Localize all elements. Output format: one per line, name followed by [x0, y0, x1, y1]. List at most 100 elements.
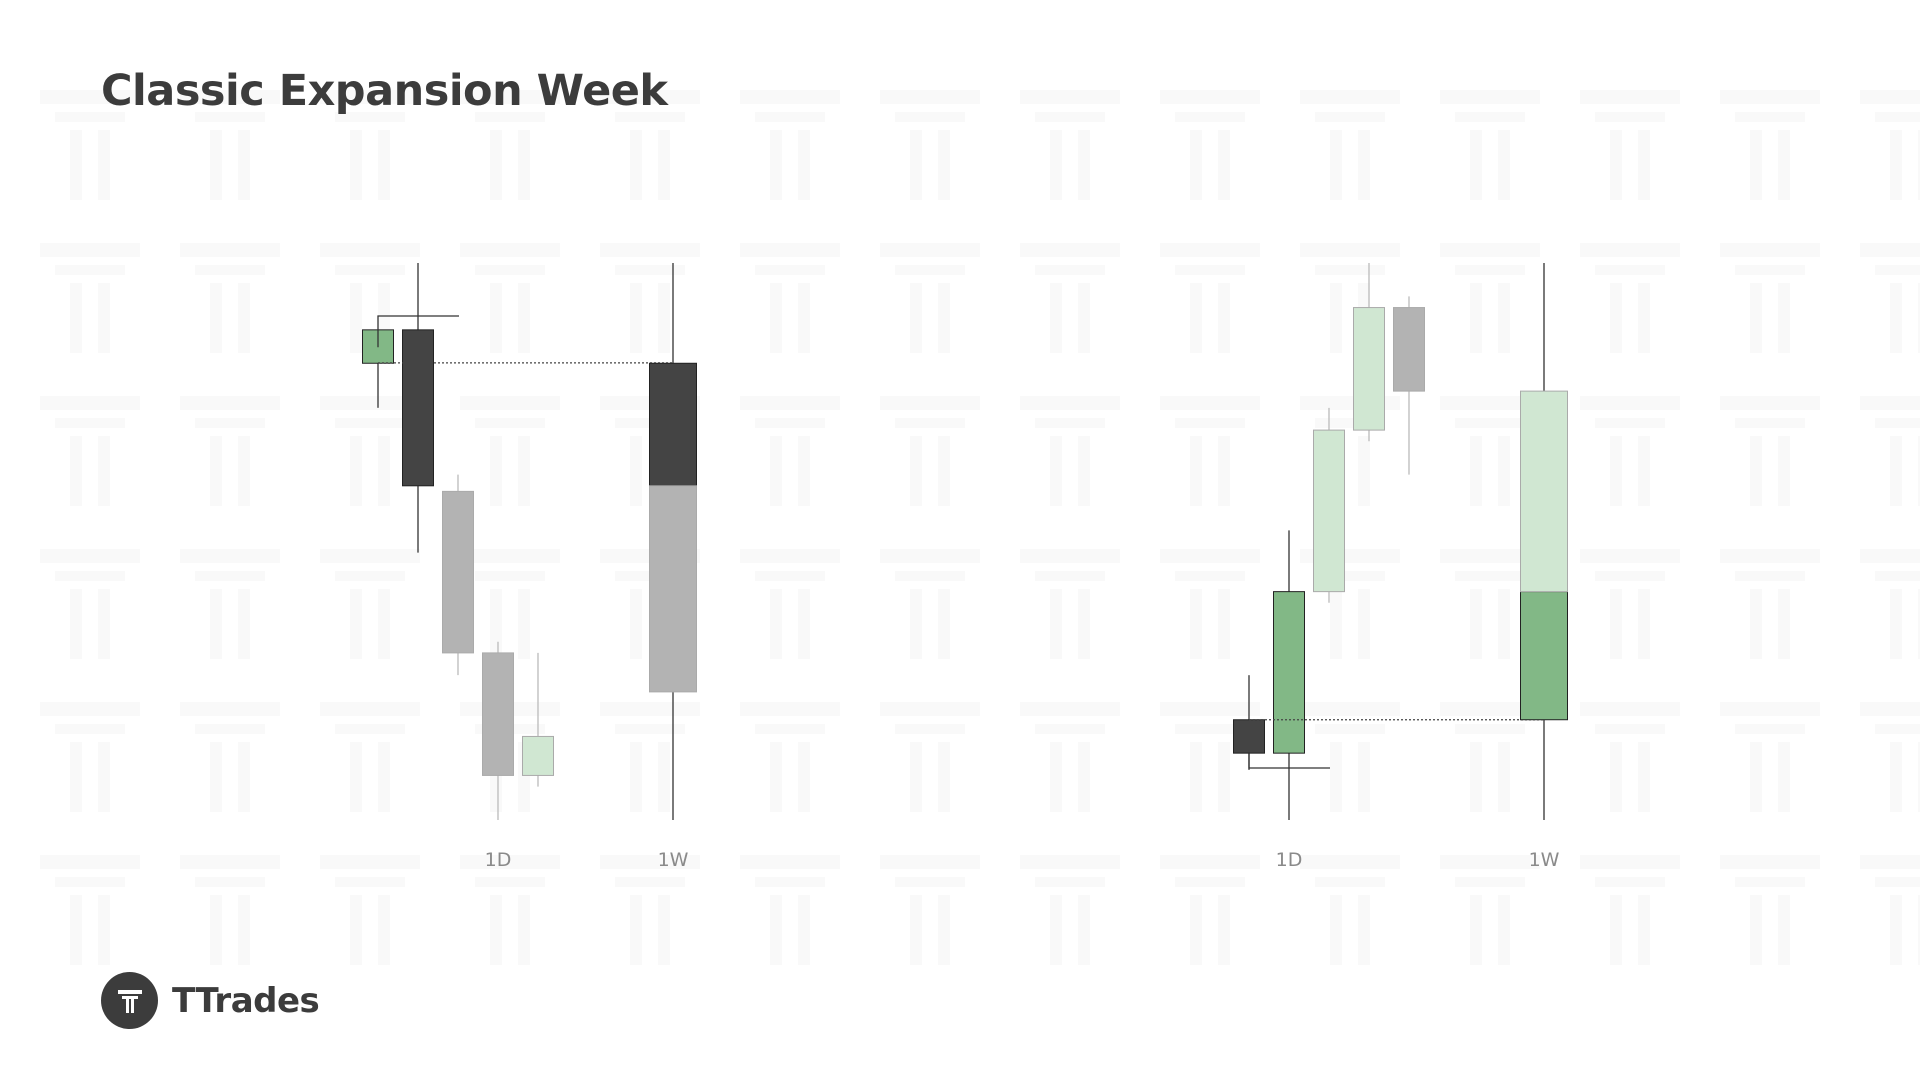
tick-label: 1W — [658, 849, 689, 871]
watermark-tile — [1160, 396, 1260, 506]
watermark-tile — [1580, 243, 1680, 353]
daily-candle — [1313, 407, 1345, 603]
watermark-tile — [40, 549, 140, 659]
watermark-tile — [1160, 90, 1260, 200]
watermark-tile — [1860, 855, 1920, 965]
watermark-tile — [1720, 549, 1820, 659]
watermark-tile — [1860, 396, 1920, 506]
watermark-tile — [1440, 549, 1540, 659]
watermark-tile — [320, 702, 420, 812]
watermark-tile — [460, 855, 560, 965]
watermark-tile — [1860, 549, 1920, 659]
watermark-tile — [740, 855, 840, 965]
tick-label: 1D — [1276, 849, 1303, 871]
open-bracket — [377, 315, 459, 348]
watermark-tile — [320, 855, 420, 965]
watermark-tile — [180, 396, 280, 506]
watermark-tile — [1860, 90, 1920, 200]
daily-candle — [1273, 530, 1305, 820]
watermark-tile — [740, 702, 840, 812]
watermark-tile — [460, 243, 560, 353]
watermark-tile — [880, 90, 980, 200]
candle-segment — [1520, 390, 1568, 593]
watermark-tile — [460, 90, 560, 200]
watermark-tile — [600, 243, 700, 353]
watermark-tile — [1300, 702, 1400, 812]
watermark-tile — [1580, 702, 1680, 812]
watermark-tile — [1160, 243, 1260, 353]
daily-candle — [442, 474, 474, 676]
daily-candle — [522, 652, 554, 787]
candle-body — [1393, 307, 1425, 392]
daily-candle — [402, 263, 434, 553]
open-bracket — [1248, 753, 1330, 769]
watermark-tile — [40, 243, 140, 353]
watermark-tile — [1720, 90, 1820, 200]
weekly-candle — [1520, 263, 1568, 820]
tick-label: 1D — [485, 849, 512, 871]
watermark-tile — [40, 855, 140, 965]
watermark-tile — [1720, 243, 1820, 353]
watermark-tile — [320, 396, 420, 506]
tick-label: 1W — [1529, 849, 1560, 871]
candle-segment — [649, 485, 697, 693]
watermark-tile — [1020, 702, 1120, 812]
candle-body — [1353, 307, 1385, 431]
daily-candle — [1393, 296, 1425, 475]
watermark-tile — [1440, 396, 1540, 506]
watermark-tile — [1020, 396, 1120, 506]
watermark-tile — [180, 702, 280, 812]
watermark-tile — [1300, 855, 1400, 965]
tt-logo-icon — [101, 972, 158, 1029]
candle-segment — [649, 362, 697, 487]
watermark-tile — [1020, 855, 1120, 965]
watermark-tile — [880, 243, 980, 353]
watermark-tile — [600, 702, 700, 812]
watermark-tile — [180, 855, 280, 965]
daily-candle — [1353, 263, 1385, 442]
watermark-tile — [1300, 90, 1400, 200]
candle-body — [1233, 719, 1265, 754]
watermark-tile — [1720, 855, 1820, 965]
watermark-tile — [180, 549, 280, 659]
watermark-tile — [1020, 549, 1120, 659]
watermark-tile — [1580, 396, 1680, 506]
watermark-tile — [880, 549, 980, 659]
watermark-tile — [460, 396, 560, 506]
brand-logo: TTrades — [101, 972, 320, 1029]
watermark-tile — [740, 549, 840, 659]
watermark-tile — [1580, 90, 1680, 200]
watermark-tile — [1440, 855, 1540, 965]
candle-body — [1313, 429, 1345, 593]
watermark-tile — [40, 702, 140, 812]
watermark-tile — [320, 90, 420, 200]
weekly-candle — [649, 263, 697, 820]
watermark-tile — [1440, 90, 1540, 200]
candle-body — [1273, 591, 1305, 754]
brand-name: TTrades — [172, 980, 320, 1021]
watermark-tile — [460, 549, 560, 659]
watermark-tile — [1580, 855, 1680, 965]
watermark-tile — [1720, 396, 1820, 506]
watermark-tile — [880, 855, 980, 965]
candle-body — [442, 490, 474, 654]
watermark-tile — [1020, 90, 1120, 200]
candle-body — [522, 735, 554, 776]
watermark-tile — [1160, 549, 1260, 659]
watermark-tile — [1440, 243, 1540, 353]
watermark-tile — [1160, 702, 1260, 812]
watermark-tile — [1860, 702, 1920, 812]
watermark-tile — [1580, 549, 1680, 659]
watermark-tile — [1160, 855, 1260, 965]
daily-candle — [482, 641, 514, 820]
watermark-tile — [1020, 243, 1120, 353]
watermark-tile — [600, 90, 700, 200]
watermark-tile — [740, 90, 840, 200]
watermark-tile — [40, 90, 140, 200]
candle-segment — [1520, 591, 1568, 721]
watermark-tile — [320, 549, 420, 659]
watermark-tile — [880, 396, 980, 506]
watermark-tile — [1860, 243, 1920, 353]
